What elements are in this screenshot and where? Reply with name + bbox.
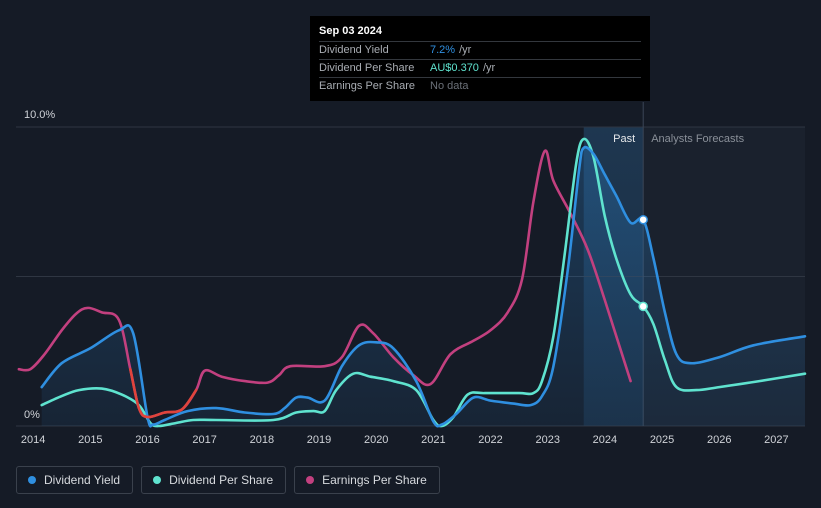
x-tick-label: 2020 — [364, 434, 388, 446]
tooltip-value: 7.2% — [430, 44, 456, 56]
tooltip-value: No data — [430, 80, 469, 92]
tooltip-unit: /yr — [459, 44, 472, 56]
tooltip-value: AU$0.370 — [430, 62, 479, 74]
series-area-dividend-yield — [41, 147, 805, 427]
series-line-dividend-yield — [40, 145, 807, 428]
legend-dot-icon — [306, 476, 315, 484]
x-tick-label: 2024 — [593, 434, 617, 446]
x-tick-label: 2021 — [421, 434, 445, 446]
chart-legend: Dividend Yield Dividend Per Share Earnin… — [16, 466, 440, 494]
legend-label: Earnings Per Share — [322, 473, 427, 487]
x-tick-label: 2022 — [478, 434, 502, 446]
marker-dividend-yield — [638, 214, 648, 225]
legend-label: Dividend Yield — [44, 473, 121, 487]
tooltip-date: Sep 03 2024 — [319, 25, 382, 37]
series-line-earnings-decline — [129, 367, 198, 419]
tooltip-label: Earnings Per Share — [319, 80, 415, 92]
x-tick-label: 2018 — [250, 434, 274, 446]
tooltip-label: Dividend Per Share — [319, 62, 415, 74]
tooltip-label: Dividend Yield — [319, 44, 389, 56]
x-tick-label: 2017 — [192, 434, 216, 446]
x-tick-label: 2026 — [707, 434, 731, 446]
x-tick-label: 2016 — [135, 434, 159, 446]
legend-item-earnings-per-share[interactable]: Earnings Per Share — [294, 466, 440, 494]
tooltip-row-earnings-per-share: Earnings Per Share No data — [319, 77, 641, 95]
x-tick-label: 2015 — [78, 434, 102, 446]
tooltip-row-dividend-yield: Dividend Yield 7.2% /yr — [319, 41, 641, 59]
y-tick-label: 10.0% — [24, 109, 55, 121]
x-tick-label: 2023 — [535, 434, 559, 446]
legend-item-dividend-yield[interactable]: Dividend Yield — [16, 466, 134, 494]
x-tick-label: 2014 — [21, 434, 45, 446]
series-line-earnings-per-share — [17, 149, 632, 419]
tooltip-unit: /yr — [482, 62, 496, 74]
marker-dividend-per-share — [638, 301, 648, 312]
forecast-region-label: Analysts Forecasts — [651, 133, 744, 145]
x-tick-label: 2025 — [650, 434, 674, 446]
past-region-label: Past — [613, 133, 635, 145]
tooltip-row-dividend-per-share: Dividend Per Share AU$0.370 /yr — [319, 59, 641, 77]
y-tick-label: 0% — [24, 409, 40, 421]
hover-tooltip: Sep 03 2024 Dividend Yield 7.2% /yr Divi… — [310, 16, 650, 101]
x-tick-label: 2027 — [764, 434, 788, 446]
x-tick-label: 2019 — [307, 434, 331, 446]
legend-dot-icon — [28, 476, 36, 484]
legend-item-dividend-per-share[interactable]: Dividend Per Share — [141, 466, 287, 494]
legend-dot-icon — [153, 476, 162, 484]
legend-label: Dividend Per Share — [169, 473, 274, 487]
